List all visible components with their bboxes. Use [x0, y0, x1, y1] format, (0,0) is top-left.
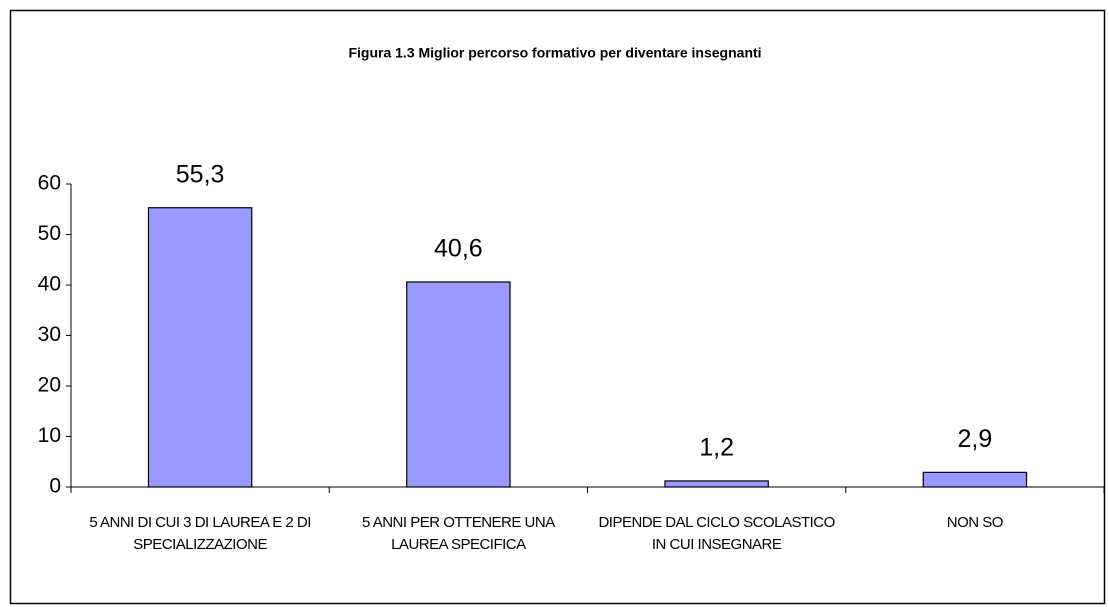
- y-tick-label: 40: [38, 273, 61, 296]
- y-tick-label: 0: [49, 475, 61, 498]
- chart-title: Figura 1.3 Miglior percorso formativo pe…: [348, 45, 761, 61]
- bar: [147, 207, 253, 488]
- y-tick-label: 50: [38, 222, 61, 245]
- x-tick-label: NON SO: [946, 514, 1004, 531]
- value-label: 2,9: [957, 425, 992, 453]
- value-label: 40,6: [434, 235, 483, 263]
- value-label: 1,2: [699, 434, 734, 462]
- bar: [922, 471, 1028, 488]
- y-tick-label: 20: [38, 374, 61, 397]
- x-tick-label: 5 ANNI PER OTTENERE UNA LAUREA SPECIFICA: [362, 514, 555, 553]
- y-tick-label: 10: [38, 424, 61, 447]
- x-tick-label: DIPENDE DAL CICLO SCOLASTICO IN CUI INSE…: [598, 514, 835, 553]
- value-label: 55,3: [176, 160, 225, 188]
- bar: [406, 281, 511, 488]
- bar: [664, 480, 769, 488]
- y-tick-label: 60: [38, 172, 61, 195]
- x-tick-label: 5 ANNI DI CUI 3 DI LAUREA E 2 DI SPECIAL…: [89, 514, 311, 553]
- y-tick-label: 30: [38, 323, 61, 346]
